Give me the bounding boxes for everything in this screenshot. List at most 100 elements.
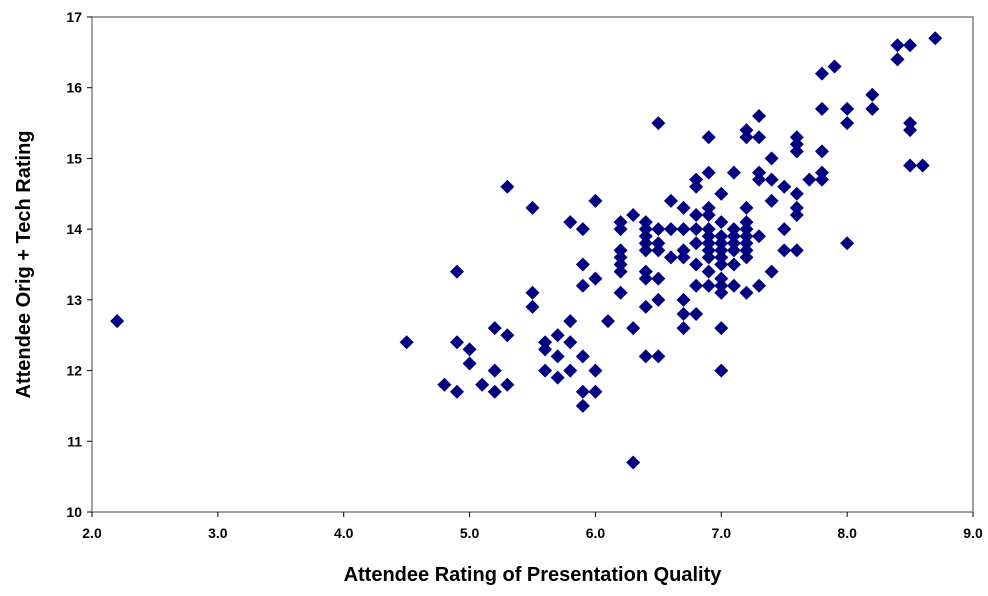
data-point xyxy=(739,222,754,237)
data-point xyxy=(814,66,829,81)
data-point xyxy=(739,229,754,244)
data-point xyxy=(563,363,578,378)
data-point xyxy=(399,335,414,350)
data-point xyxy=(714,229,729,244)
data-point xyxy=(626,321,641,336)
x-tick-label: 6.0 xyxy=(586,525,606,541)
data-point xyxy=(626,208,641,222)
data-point xyxy=(638,236,653,251)
data-point xyxy=(903,116,918,131)
y-tick-label: 13 xyxy=(66,292,82,308)
data-point xyxy=(475,377,490,392)
data-point xyxy=(525,299,540,314)
data-point xyxy=(575,398,590,413)
data-point xyxy=(903,158,918,173)
y-tick-label: 17 xyxy=(66,9,82,25)
data-point xyxy=(701,208,716,222)
data-point xyxy=(890,38,905,53)
x-axis-tick-marks xyxy=(91,512,974,517)
data-point xyxy=(701,130,716,145)
data-point xyxy=(689,179,704,194)
data-point xyxy=(449,264,464,279)
data-point xyxy=(550,370,565,385)
data-point xyxy=(777,243,792,258)
data-point xyxy=(613,243,628,258)
data-point xyxy=(714,321,729,336)
data-point xyxy=(701,243,716,258)
data-point xyxy=(663,193,678,208)
data-point xyxy=(638,243,653,258)
data-point xyxy=(638,271,653,286)
data-point xyxy=(613,257,628,272)
data-point xyxy=(890,52,905,67)
data-point xyxy=(563,335,578,350)
data-points xyxy=(110,31,943,470)
data-point xyxy=(764,172,779,187)
data-point xyxy=(739,250,754,265)
data-point xyxy=(638,229,653,244)
data-point xyxy=(676,307,691,321)
data-point xyxy=(449,384,464,399)
data-point xyxy=(701,264,716,279)
data-point xyxy=(550,328,565,343)
data-point xyxy=(663,250,678,265)
data-point xyxy=(814,101,829,116)
data-point xyxy=(701,278,716,293)
data-point xyxy=(487,384,502,399)
data-point xyxy=(814,144,829,159)
data-point xyxy=(689,172,704,187)
data-point xyxy=(651,222,666,237)
data-point xyxy=(462,342,477,357)
data-point xyxy=(726,236,741,251)
data-point xyxy=(764,193,779,208)
data-point xyxy=(651,349,666,364)
data-point xyxy=(714,285,729,300)
data-point xyxy=(789,243,804,258)
data-point xyxy=(739,243,754,258)
data-point xyxy=(462,356,477,371)
x-tick-label: 8.0 xyxy=(837,525,857,541)
data-point xyxy=(613,250,628,265)
data-point xyxy=(789,137,804,152)
data-point xyxy=(726,222,741,237)
data-point xyxy=(714,257,729,272)
data-point xyxy=(651,236,666,251)
data-point xyxy=(525,285,540,300)
data-point xyxy=(651,271,666,286)
x-tick-label: 4.0 xyxy=(334,525,354,541)
data-point xyxy=(752,109,767,123)
data-point xyxy=(915,158,930,173)
data-point xyxy=(802,172,817,187)
data-point xyxy=(701,222,716,237)
data-point xyxy=(714,215,729,230)
data-point xyxy=(739,285,754,300)
data-point xyxy=(903,38,918,53)
data-point xyxy=(752,229,767,244)
data-point xyxy=(651,116,666,131)
data-point xyxy=(714,278,729,293)
x-tick-label: 7.0 xyxy=(712,525,732,541)
data-point xyxy=(840,101,855,116)
x-tick-label: 5.0 xyxy=(460,525,480,541)
data-point xyxy=(903,123,918,138)
data-point xyxy=(714,236,729,251)
data-point xyxy=(865,101,880,116)
data-point xyxy=(789,144,804,159)
y-tick-label: 10 xyxy=(66,504,82,520)
data-point xyxy=(676,250,691,265)
data-point xyxy=(500,179,515,194)
data-point xyxy=(601,314,616,329)
data-point xyxy=(613,285,628,300)
x-axis-title: Attendee Rating of Presentation Quality xyxy=(344,564,723,586)
data-point xyxy=(588,363,603,378)
data-point xyxy=(575,349,590,364)
x-tick-label: 2.0 xyxy=(82,525,102,541)
data-point xyxy=(676,200,691,215)
data-point xyxy=(701,229,716,244)
data-point xyxy=(575,278,590,293)
data-point xyxy=(789,130,804,145)
data-point xyxy=(752,172,767,187)
data-point xyxy=(538,335,553,350)
data-point xyxy=(613,264,628,279)
data-point xyxy=(726,229,741,244)
